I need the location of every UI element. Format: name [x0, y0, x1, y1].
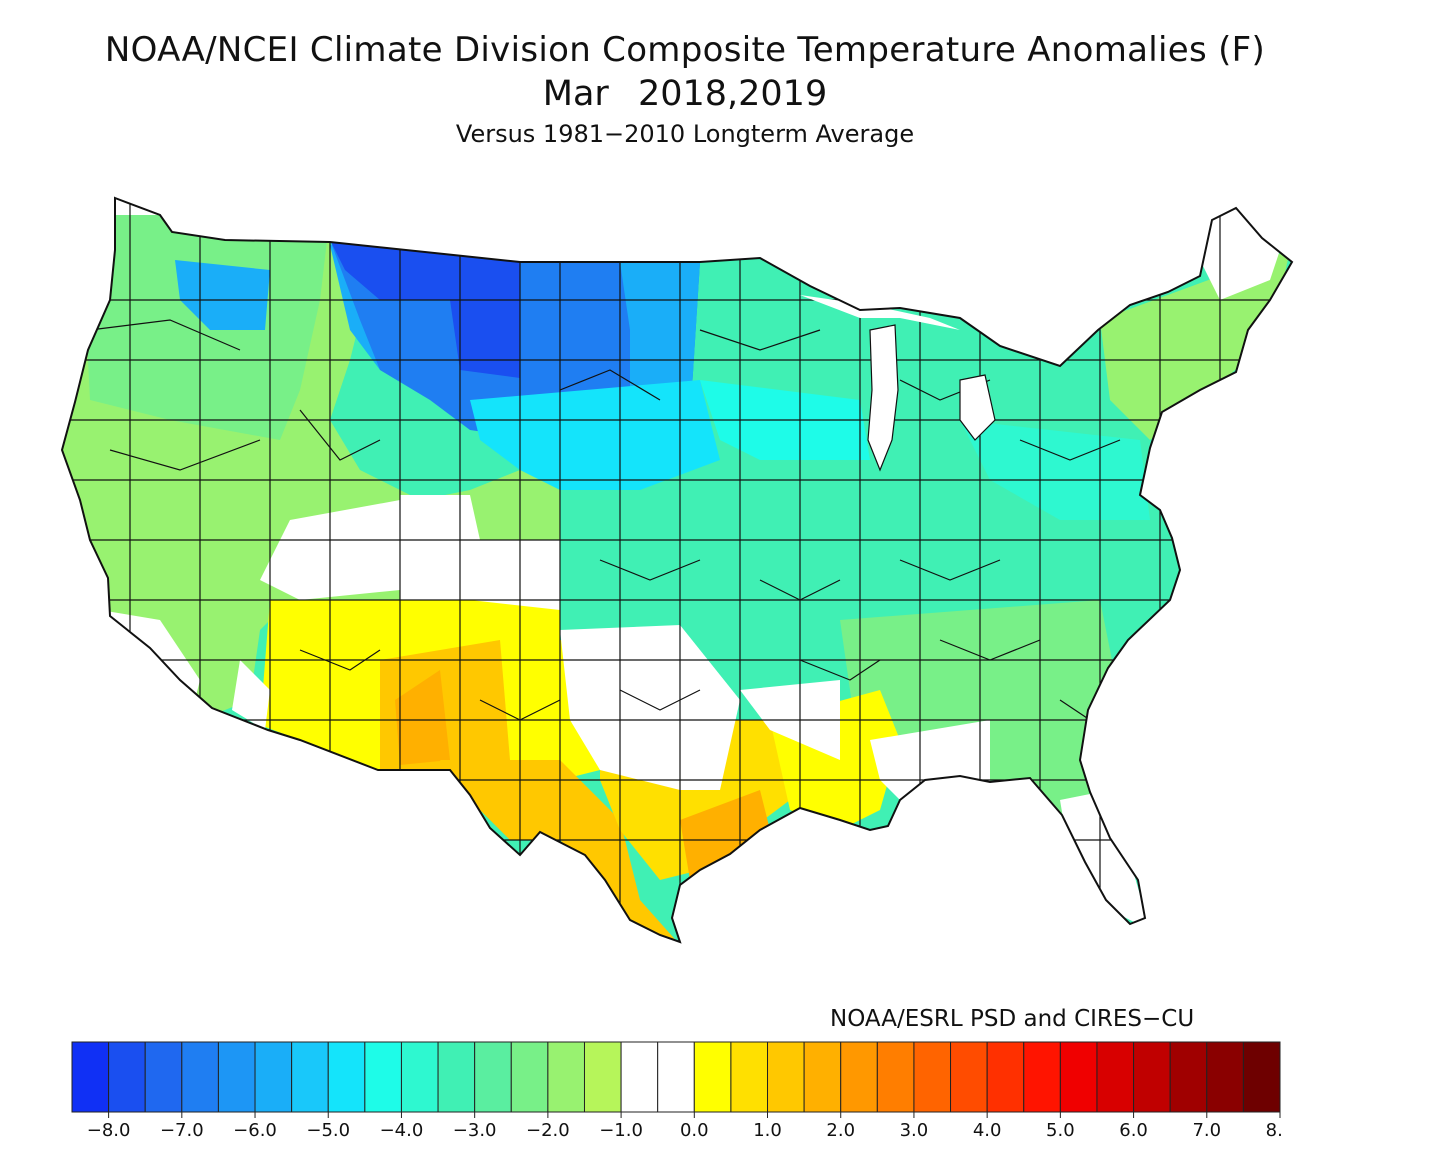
- colorbar-cell: [547, 1041, 585, 1113]
- region-near-normal-az-west: [232, 660, 270, 730]
- colorbar-tick-label: −8.0: [87, 1120, 131, 1141]
- colorbar-tick-label: 6.0: [1119, 1120, 1148, 1141]
- chart-title: NOAA/NCEI Climate Division Composite Tem…: [104, 30, 1266, 70]
- colorbar-tick-label: 8.0: [1266, 1120, 1282, 1141]
- colorbar-tick-label: −5.0: [306, 1120, 350, 1141]
- colorbar-tick-label: 3.0: [900, 1120, 929, 1141]
- colorbar-cell: [1242, 1041, 1281, 1113]
- colorbar-cell: [803, 1041, 842, 1113]
- colorbar-tick-label: 0.0: [680, 1120, 709, 1141]
- colorbar-cell: [327, 1041, 366, 1113]
- colorbar-cell: [254, 1041, 293, 1113]
- colorbar-cell: [71, 1041, 110, 1113]
- colorbar-tick-label: −2.0: [526, 1120, 570, 1141]
- great-lakes-north-gap: [800, 295, 1000, 346]
- us-anomaly-map: [61, 197, 1293, 943]
- colorbar-tick-label: 1.0: [753, 1120, 782, 1141]
- colorbar-cell: [583, 1041, 622, 1113]
- chart-period: Mar 2018,2019: [542, 74, 828, 114]
- colorbar-cell: [108, 1041, 146, 1113]
- colorbar-cell: [510, 1041, 549, 1113]
- region-new-mexico-south: [395, 670, 450, 765]
- colorbar-tick-label: −1.0: [599, 1120, 643, 1141]
- colorbar-tick-label: 4.0: [973, 1120, 1002, 1141]
- colorbar-cell: [876, 1041, 915, 1113]
- colorbar-cell: [144, 1041, 183, 1113]
- colorbar-cell: [217, 1041, 256, 1113]
- data-credit: NOAA/ESRL PSD and CIRES−CU: [830, 1006, 1195, 1032]
- chart-subtitle: Versus 1981−2010 Longterm Average: [455, 120, 915, 148]
- region-southeast-texas: [680, 790, 770, 880]
- region-northern-plains-coldest: [330, 240, 520, 378]
- colorbar-tick-label: 7.0: [1192, 1120, 1221, 1141]
- region-near-normal-maine: [1200, 198, 1292, 300]
- lake-michigan: [867, 324, 899, 472]
- climate-division-boundaries: [62, 198, 1292, 942]
- colorbar-cell: [730, 1041, 769, 1113]
- colorbar-cell: [474, 1041, 512, 1113]
- colorbar-tick-label: −3.0: [453, 1120, 497, 1141]
- region-near-normal-florida: [1060, 790, 1150, 930]
- colorbar-cell: [437, 1041, 476, 1113]
- colorbar-cell: [1169, 1041, 1208, 1113]
- region-near-normal-oklahoma: [560, 625, 740, 790]
- colorbar-cell: [950, 1041, 988, 1113]
- colorbar-tick-label: −7.0: [160, 1120, 204, 1141]
- colorbar-cell: [364, 1041, 402, 1113]
- colorbar-cell: [1059, 1041, 1098, 1113]
- colorbar-cell: [620, 1041, 659, 1113]
- colorbar-cell: [913, 1041, 952, 1113]
- region-new-england: [1100, 250, 1290, 440]
- region-mid-atlantic-cool: [960, 420, 1150, 520]
- colorbar-cell: [1096, 1041, 1135, 1113]
- colorbar-cell: [291, 1041, 329, 1113]
- colorbar-tick-label: −4.0: [380, 1120, 424, 1141]
- region-northern-rockies: [175, 260, 270, 330]
- colorbar-cell: [400, 1041, 439, 1113]
- colorbar-cell: [1023, 1041, 1061, 1113]
- colorbar-cell: [693, 1041, 732, 1113]
- colorbar-cell: [1206, 1041, 1244, 1113]
- colorbar-tick-label: −6.0: [233, 1120, 277, 1141]
- color-scale-legend: −8.0 −7.0 −6.0 −5.0 −4.0 −3.0 −2.0 −1.0 0.0 1.0 2.…: [71, 1041, 1282, 1141]
- lake-erie-huron-gap: [959, 374, 996, 441]
- colorbar-cell: [1133, 1041, 1171, 1113]
- region-central-plains: [470, 380, 720, 490]
- colorbar-cell: [840, 1041, 878, 1113]
- colorbar-cell: [181, 1041, 219, 1113]
- colorbar-tick-label: 2.0: [826, 1120, 855, 1141]
- colorbar-tick-label: 5.0: [1046, 1120, 1075, 1141]
- colorbar-cell: [986, 1041, 1025, 1113]
- colorbar-cell: [767, 1041, 805, 1113]
- colorbar-cell: [657, 1041, 695, 1113]
